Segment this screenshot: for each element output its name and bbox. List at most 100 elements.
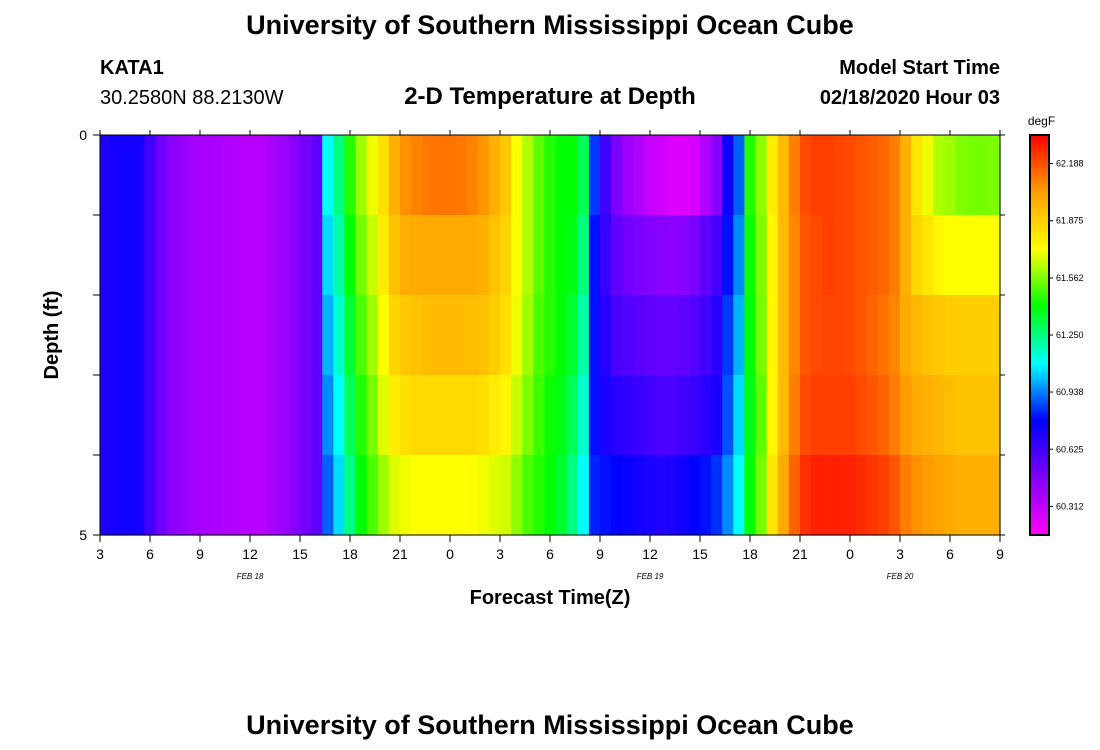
heatmap-cell (144, 455, 157, 536)
heatmap-cell (322, 135, 334, 216)
heatmap-cell (966, 375, 979, 456)
heatmap-cell (288, 135, 301, 216)
heatmap-cell (455, 215, 468, 296)
heatmap-cell (866, 375, 879, 456)
x-tick-label: 3 (896, 546, 904, 562)
heatmap-cell (944, 295, 957, 376)
heatmap-cell (633, 135, 646, 216)
heatmap-cell (788, 215, 801, 296)
heatmap-cell (255, 135, 268, 216)
heatmap-cell (533, 455, 546, 536)
heatmap-cell (411, 135, 423, 216)
heatmap-cell (100, 455, 112, 536)
heatmap-cell (900, 295, 912, 376)
heatmap-cell (855, 375, 868, 456)
heatmap-cell (555, 135, 568, 216)
heatmap-cell (177, 135, 190, 216)
heatmap-cell (966, 135, 979, 216)
heatmap-cell (311, 375, 323, 456)
heatmap-cell (688, 135, 701, 216)
x-axis-label: Forecast Time(Z) (470, 587, 631, 609)
heatmap-cell (133, 375, 146, 456)
heatmap-cell (200, 135, 212, 216)
heatmap-cell (677, 295, 690, 376)
x-tick-label: 15 (292, 546, 308, 562)
heatmap-cell (322, 375, 334, 456)
heatmap-cell (800, 295, 812, 376)
chart-title: 2-D Temperature at Depth (404, 83, 696, 110)
heatmap-cell (477, 215, 490, 296)
heatmap-cell (955, 215, 968, 296)
x-tick-label: 6 (546, 546, 554, 562)
heatmap-cell (388, 295, 401, 376)
heatmap-cell (977, 135, 990, 216)
heatmap-cell (611, 455, 623, 536)
heatmap-cell (955, 295, 968, 376)
heatmap-cell (855, 215, 868, 296)
heatmap-cell (977, 215, 990, 296)
heatmap-cell (588, 455, 601, 536)
colorbar-tick-label: 61.875 (1056, 216, 1084, 226)
heatmap-cell (566, 375, 579, 456)
heatmap-cell (500, 295, 512, 376)
heatmap-cell (211, 295, 223, 376)
heatmap-cell (300, 455, 312, 536)
heatmap-cell (644, 375, 657, 456)
heatmap-cell (633, 215, 646, 296)
heatmap-cell (888, 455, 901, 536)
heatmap-cell (133, 295, 146, 376)
heatmap-cell (300, 295, 312, 376)
heatmap-cell (411, 215, 423, 296)
heatmap-cell (355, 135, 368, 216)
heatmap-cell (422, 455, 434, 536)
heatmap-cell (544, 135, 557, 216)
heatmap-cell (933, 375, 946, 456)
heatmap-cell (688, 375, 701, 456)
heatmap-cell (588, 375, 601, 456)
colorbar-tick-label: 60.312 (1056, 501, 1084, 511)
heatmap-cell (500, 215, 512, 296)
heatmap-cell (333, 455, 346, 536)
heatmap-cell (600, 375, 612, 456)
heatmap-cell (922, 455, 934, 536)
heatmap-cell (100, 295, 112, 376)
heatmap-cell (777, 295, 790, 376)
x-tick-label: 12 (242, 546, 258, 562)
heatmap-cell (700, 215, 712, 296)
heatmap-cell (211, 375, 223, 456)
heatmap-cell (344, 455, 357, 536)
heatmap-cell (400, 215, 412, 296)
heatmap-cell (688, 455, 701, 536)
heatmap-cell (977, 295, 990, 376)
heatmap-cell (555, 295, 568, 376)
heatmap-cell (755, 215, 768, 296)
heatmap-cell (722, 135, 734, 216)
heatmap-cell (722, 215, 734, 296)
heatmap-cell (522, 215, 534, 296)
heatmap-cell (544, 215, 557, 296)
heatmap-cell (111, 455, 123, 536)
heatmap-cell (111, 295, 123, 376)
heatmap-cell (277, 135, 290, 216)
heatmap-cell (833, 375, 846, 456)
heatmap-cell (400, 375, 412, 456)
heatmap-cell (522, 375, 534, 456)
heatmap-cell (444, 215, 457, 296)
x-tick-label: 9 (596, 546, 604, 562)
heatmap-cell (133, 215, 146, 296)
heatmap-cell (666, 135, 679, 216)
heatmap-cell (866, 295, 879, 376)
heatmap-cell (966, 295, 979, 376)
heatmap-cell (844, 455, 857, 536)
heatmap-cell (811, 215, 823, 296)
heatmap-cell (155, 455, 168, 536)
heatmap-cell (477, 295, 490, 376)
station-coords: 30.2580N 88.2130W (100, 87, 284, 109)
colorbar-tick-label: 61.250 (1056, 330, 1084, 340)
x-tick-label: 12 (642, 546, 658, 562)
heatmap-cell (566, 135, 579, 216)
heatmap-cell (200, 215, 212, 296)
heatmap-cell (677, 375, 690, 456)
heatmap-cell (922, 375, 934, 456)
heatmap-cell (788, 135, 801, 216)
